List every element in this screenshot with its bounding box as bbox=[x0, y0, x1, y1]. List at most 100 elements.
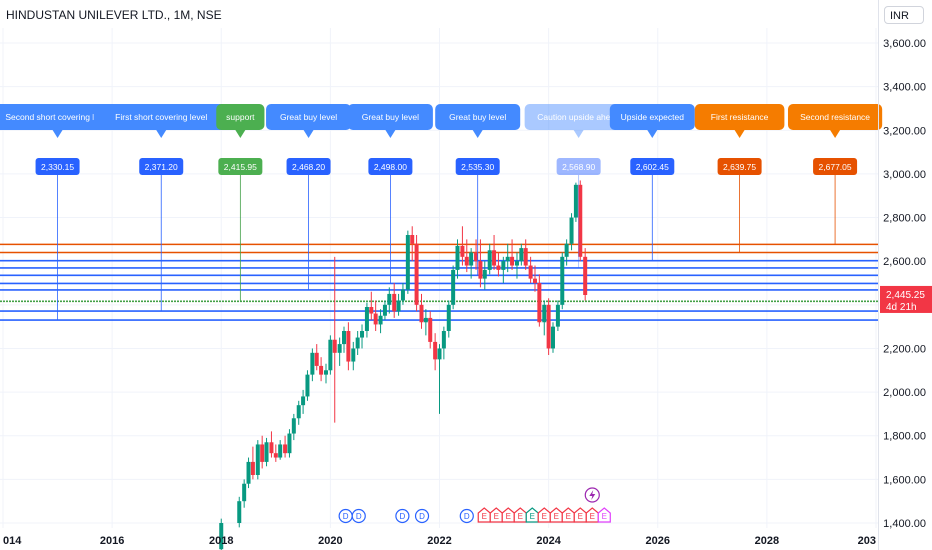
current-price-bg bbox=[880, 285, 932, 313]
y-tick-label: 3,400.00 bbox=[883, 82, 926, 94]
level-callout[interactable]: Second resistance 2,677.05 bbox=[787, 104, 883, 245]
currency-selector[interactable]: INR bbox=[884, 6, 924, 24]
callouts: Second short covering level 2,330.15 First… bbox=[0, 104, 883, 321]
lightning-icon bbox=[589, 490, 596, 500]
event-marker[interactable]: E bbox=[489, 507, 503, 523]
dividend-marker bbox=[459, 508, 474, 524]
y-tick-label: 2,000.00 bbox=[883, 387, 926, 399]
candle-body bbox=[332, 339, 337, 353]
marker-letter: E bbox=[590, 512, 595, 521]
callout-price-badge bbox=[556, 158, 601, 175]
event-marker[interactable]: E bbox=[501, 507, 515, 523]
level-callout[interactable]: Second short covering level 2,330.15 bbox=[0, 104, 128, 321]
event-marker[interactable]: E bbox=[585, 507, 599, 523]
level-callout[interactable]: Upside expected 2,602.45 bbox=[609, 104, 695, 261]
candle-body bbox=[392, 293, 397, 312]
y-tick-label: 1,400.00 bbox=[883, 518, 926, 530]
candle-body bbox=[569, 217, 574, 244]
x-tick-label: 2020 bbox=[318, 535, 342, 547]
event-marker[interactable]: E bbox=[537, 507, 551, 523]
y-tick-label: 1,800.00 bbox=[883, 431, 926, 443]
candle-body bbox=[437, 348, 442, 360]
callout-bubble bbox=[347, 104, 433, 130]
candle-body bbox=[378, 315, 383, 325]
candle-body bbox=[433, 341, 438, 360]
x-tick-label: 2018 bbox=[209, 535, 233, 547]
event-marker[interactable]: D bbox=[351, 508, 366, 524]
event-marker[interactable]: D bbox=[395, 508, 410, 524]
callout-label: Upside expected bbox=[621, 112, 685, 122]
callout-price: 2,677.05 bbox=[819, 162, 852, 172]
candle-body bbox=[423, 317, 428, 323]
candle-body bbox=[414, 243, 419, 305]
grid bbox=[0, 28, 878, 528]
level-callout[interactable]: support 2,415.95 bbox=[216, 104, 265, 302]
callout-price: 2,371.20 bbox=[145, 162, 178, 172]
candle-body bbox=[396, 300, 401, 312]
candle-body bbox=[314, 352, 319, 366]
candle-body bbox=[460, 245, 465, 257]
level-callout[interactable]: Great buy level 2,498.00 bbox=[347, 104, 433, 284]
candle-body bbox=[219, 523, 224, 550]
level-callout[interactable]: First short covering level 2,371.20 bbox=[93, 104, 230, 312]
callout-price: 2,639.75 bbox=[723, 162, 756, 172]
marker-letter: E bbox=[494, 512, 499, 521]
callout-bubble bbox=[93, 104, 230, 130]
event-marker[interactable]: E bbox=[597, 507, 611, 523]
y-tick-label: 2,200.00 bbox=[883, 343, 926, 355]
callout-pointer bbox=[734, 130, 745, 138]
y-tick-label: 3,600.00 bbox=[883, 38, 926, 50]
event-marker[interactable]: E bbox=[549, 507, 563, 523]
candle-body bbox=[283, 444, 288, 454]
callout-price-badge bbox=[368, 158, 413, 175]
callout-price: 2,468.20 bbox=[292, 162, 325, 172]
event-marker[interactable]: E bbox=[477, 507, 491, 523]
event-marker[interactable]: D bbox=[414, 508, 430, 524]
callout-pointer bbox=[830, 130, 841, 138]
candle-body bbox=[514, 261, 519, 266]
event-marker[interactable]: D bbox=[338, 508, 353, 524]
marker-letter: E bbox=[482, 512, 487, 521]
candle-body bbox=[478, 261, 483, 279]
lightning-marker[interactable] bbox=[584, 487, 600, 503]
candle-body bbox=[269, 442, 274, 454]
candle-body bbox=[287, 433, 292, 454]
x-tick-label: 2028 bbox=[755, 535, 779, 547]
candle-body bbox=[564, 243, 569, 257]
candle-body bbox=[441, 331, 446, 349]
marker-letter: D bbox=[356, 512, 362, 521]
callout-price-badge bbox=[35, 158, 80, 175]
level-lines bbox=[0, 243, 878, 321]
event-marker[interactable]: D bbox=[459, 508, 474, 524]
candle-body bbox=[519, 248, 524, 262]
level-callout[interactable]: Great buy level 2,535.30 bbox=[435, 104, 521, 276]
event-marker[interactable]: E bbox=[561, 507, 575, 523]
marker-letter: E bbox=[554, 512, 559, 521]
y-tick-label: 2,600.00 bbox=[883, 256, 926, 268]
candle-body bbox=[505, 256, 510, 262]
earnings-marker bbox=[489, 507, 503, 523]
event-marker[interactable]: E bbox=[525, 507, 539, 523]
candle-body bbox=[346, 331, 351, 362]
event-marker[interactable]: E bbox=[513, 507, 527, 523]
level-callout[interactable]: First resistance 2,639.75 bbox=[694, 104, 785, 253]
candle-body bbox=[410, 235, 415, 244]
dividend-marker bbox=[395, 508, 410, 524]
callout-pointer bbox=[303, 130, 314, 138]
symbol-title[interactable]: HINDUSTAN UNILEVER LTD., 1M, NSE bbox=[6, 8, 222, 22]
x-axis: 014 2016 2018 2020 2022 2024 2026 2028 203 bbox=[3, 535, 876, 547]
candle-body bbox=[532, 278, 537, 283]
candle-body bbox=[474, 252, 479, 262]
callout-pointer bbox=[235, 130, 246, 138]
callout-label: First short covering level bbox=[115, 112, 207, 122]
candle-body bbox=[400, 289, 405, 301]
candle-body bbox=[273, 453, 278, 458]
x-tick-label: 2022 bbox=[427, 535, 451, 547]
level-callout[interactable]: Great buy level 2,468.20 bbox=[266, 104, 352, 290]
event-marker[interactable]: E bbox=[573, 507, 587, 523]
level-callout[interactable]: Caution upside ahead 2,568.90 bbox=[524, 104, 633, 268]
